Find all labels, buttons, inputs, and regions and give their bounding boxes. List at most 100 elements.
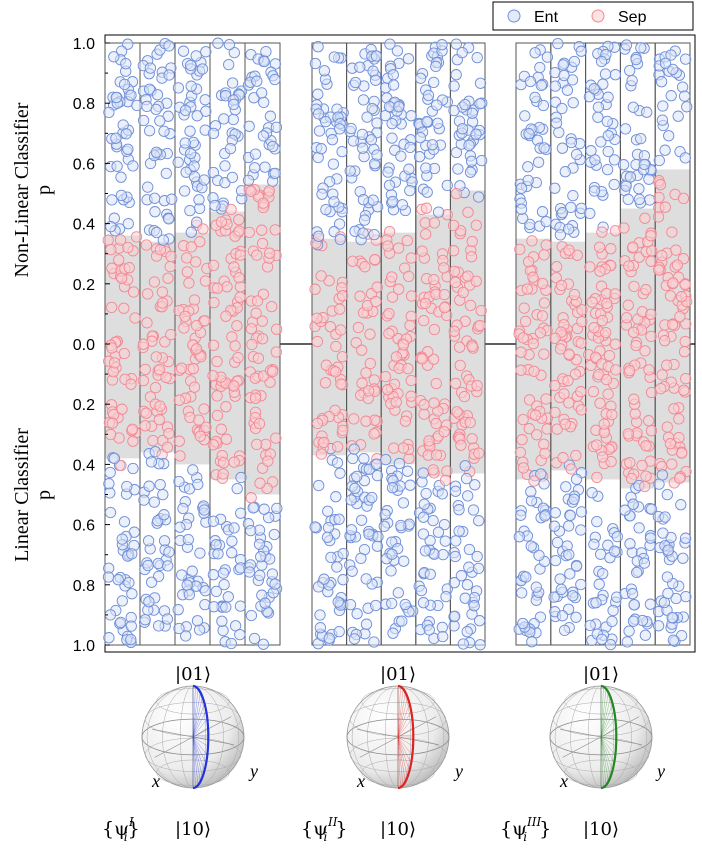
ent-point: [210, 585, 222, 598]
ent-point: [255, 551, 267, 563]
ent-point: [627, 101, 639, 113]
sep-point: [175, 362, 188, 374]
sep-point: [232, 351, 244, 364]
ent-point: [450, 146, 463, 159]
y-tick-label: 0.6: [73, 518, 95, 535]
ent-point: [529, 47, 541, 59]
ent-point: [367, 194, 379, 206]
ent-point: [148, 496, 160, 508]
ent-point: [523, 128, 535, 140]
ent-point: [270, 121, 283, 133]
sep-point: [207, 370, 219, 382]
ent-point: [457, 638, 469, 650]
sep-point: [655, 382, 667, 395]
sep-point: [127, 435, 139, 447]
sep-point: [600, 326, 612, 339]
sep-point: [211, 282, 224, 294]
ent-point: [258, 503, 270, 515]
state-ray: [600, 736, 607, 784]
ent-point: [371, 149, 383, 161]
sep-point: [350, 337, 362, 349]
ent-point: [234, 628, 246, 641]
ent-point: [404, 141, 416, 154]
ent-point: [176, 569, 188, 581]
sep-point: [245, 492, 257, 504]
sep-point: [270, 346, 282, 358]
sep-point: [386, 291, 399, 303]
ent-point: [365, 134, 378, 146]
ent-point: [143, 596, 155, 608]
ent-point: [320, 115, 332, 128]
ent-point: [622, 193, 634, 206]
sep-point: [517, 462, 530, 474]
y-tick-label: 0.6: [73, 156, 95, 173]
ent-point: [519, 110, 531, 122]
ent-point: [417, 511, 430, 523]
ent-point: [459, 98, 471, 111]
ent-point: [141, 100, 153, 113]
ent-point: [366, 102, 378, 115]
sep-point: [360, 367, 372, 379]
sep-point: [318, 436, 330, 449]
sep-point: [116, 403, 128, 415]
ent-point: [315, 143, 327, 155]
ent-point: [207, 127, 220, 140]
ent-point: [568, 55, 581, 68]
ent-point: [355, 552, 367, 565]
sep-point: [458, 390, 471, 403]
sep-point: [231, 320, 243, 332]
ent-point: [456, 123, 469, 135]
ent-point: [234, 600, 247, 612]
sep-point: [470, 275, 482, 287]
ent-point: [253, 538, 266, 550]
state-ray: [397, 736, 411, 763]
ent-point: [466, 107, 478, 119]
ent-point: [401, 465, 414, 477]
ent-point: [226, 547, 238, 559]
ent-point: [118, 516, 131, 528]
ent-point: [184, 204, 196, 217]
sep-point: [315, 448, 328, 460]
state-ray: [397, 719, 412, 738]
ent-point: [368, 228, 380, 241]
ent-point: [404, 479, 416, 491]
sep-point: [220, 310, 232, 322]
sep-point: [347, 255, 359, 267]
ent-point: [570, 473, 583, 485]
sep-point: [335, 378, 347, 390]
ent-point: [185, 59, 197, 72]
ent-point: [656, 469, 669, 481]
sep-point: [334, 303, 346, 315]
ent-point: [150, 226, 163, 239]
sep-point: [187, 363, 199, 375]
ent-point: [633, 193, 646, 206]
ent-point: [666, 611, 678, 624]
ent-point: [371, 540, 384, 552]
sep-point: [427, 464, 439, 476]
sep-point: [455, 439, 467, 451]
state-ray: [397, 687, 401, 738]
sep-point: [254, 477, 266, 489]
ent-point: [663, 130, 675, 142]
state-ray: [397, 711, 411, 738]
ent-point: [223, 58, 235, 71]
sep-point: [518, 302, 530, 314]
sep-point: [522, 256, 535, 268]
ent-point: [584, 207, 596, 220]
sep-point: [404, 319, 416, 332]
ent-point: [418, 498, 430, 510]
y-tick-label: 0.0: [73, 337, 95, 354]
ent-point: [108, 452, 121, 465]
ent-point: [145, 576, 158, 588]
ent-point: [601, 115, 613, 128]
sep-point: [576, 304, 588, 316]
sep-point: [677, 192, 690, 205]
sep-point: [449, 377, 462, 390]
ent-point: [526, 636, 538, 648]
ent-point: [643, 173, 655, 185]
state-ray: [192, 736, 199, 784]
sep-point: [149, 381, 162, 394]
ent-point: [414, 131, 426, 144]
sep-point: [514, 446, 527, 459]
ent-point: [422, 89, 435, 102]
